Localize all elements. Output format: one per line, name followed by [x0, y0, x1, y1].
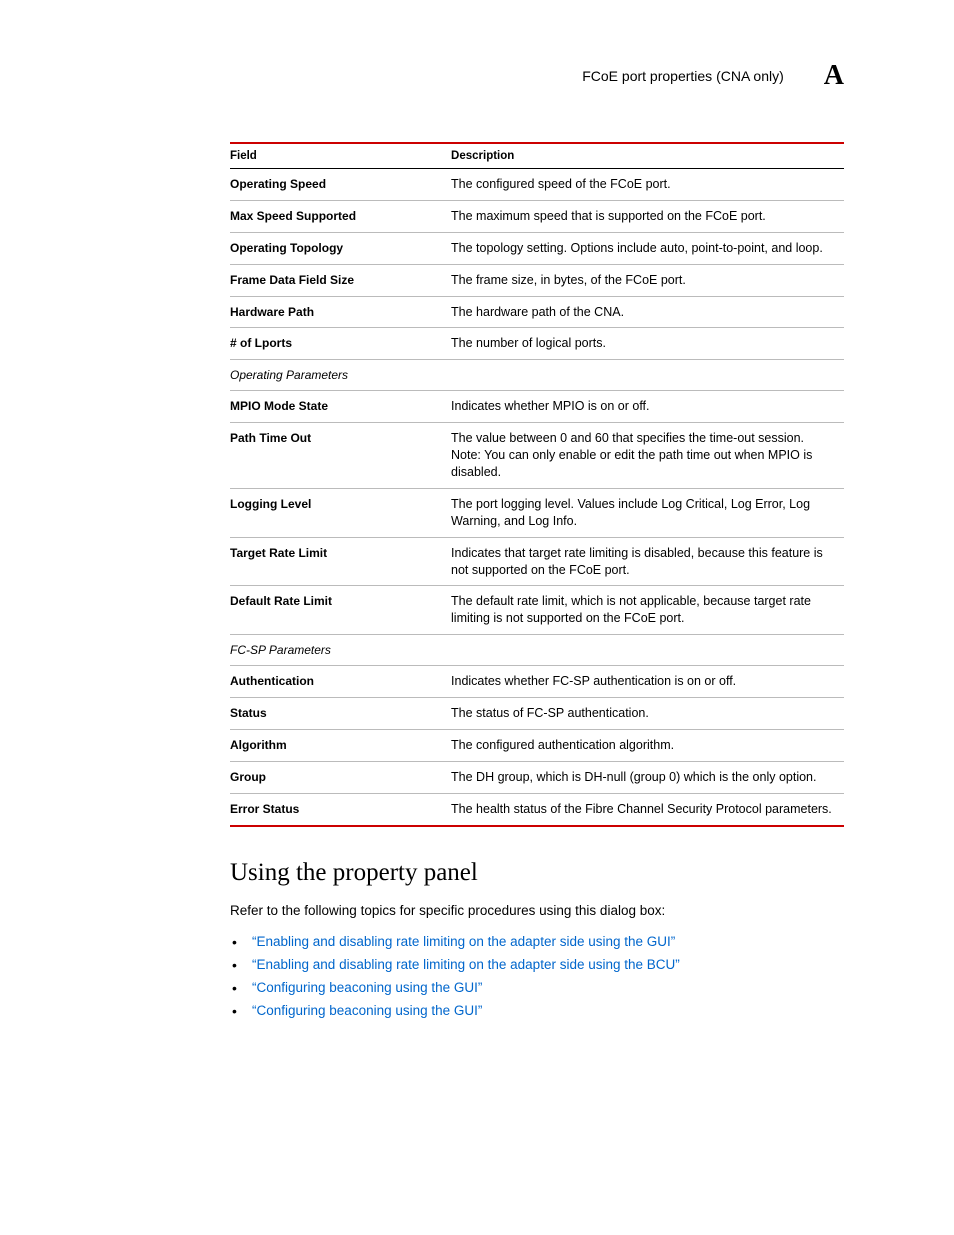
table-row: Operating TopologyThe topology setting. … — [230, 232, 844, 264]
table-header-row: Field Description — [230, 143, 844, 169]
field-cell: Error Status — [230, 793, 451, 825]
table-row: Error StatusThe health status of the Fib… — [230, 793, 844, 825]
field-cell: Algorithm — [230, 730, 451, 762]
field-cell: Operating Parameters — [230, 360, 451, 391]
header-chapter: A — [824, 60, 844, 92]
table-row: Target Rate LimitIndicates that target r… — [230, 537, 844, 586]
field-cell: Group — [230, 762, 451, 794]
desc-cell: The DH group, which is DH-null (group 0)… — [451, 762, 844, 794]
topic-link[interactable]: “Enabling and disabling rate limiting on… — [252, 957, 680, 972]
intro-text: Refer to the following topics for specif… — [230, 903, 844, 918]
desc-cell: The maximum speed that is supported on t… — [451, 200, 844, 232]
col-field: Field — [230, 143, 451, 169]
list-item: “Configuring beaconing using the GUI” — [252, 980, 844, 995]
desc-cell: The number of logical ports. — [451, 328, 844, 360]
field-cell: MPIO Mode State — [230, 391, 451, 423]
section-heading: Using the property panel — [230, 859, 844, 887]
field-cell: Logging Level — [230, 488, 451, 537]
field-cell: Target Rate Limit — [230, 537, 451, 586]
list-item: “Configuring beaconing using the GUI” — [252, 1003, 844, 1018]
table-row: Logging LevelThe port logging level. Val… — [230, 488, 844, 537]
desc-cell: The configured authentication algorithm. — [451, 730, 844, 762]
topic-link[interactable]: “Enabling and disabling rate limiting on… — [252, 934, 675, 949]
table-row: AuthenticationIndicates whether FC-SP au… — [230, 666, 844, 698]
field-cell: FC-SP Parameters — [230, 635, 451, 666]
table-row: MPIO Mode StateIndicates whether MPIO is… — [230, 391, 844, 423]
desc-cell: Indicates whether MPIO is on or off. — [451, 391, 844, 423]
field-cell: Max Speed Supported — [230, 200, 451, 232]
desc-cell: The hardware path of the CNA. — [451, 296, 844, 328]
table-row: AlgorithmThe configured authentication a… — [230, 730, 844, 762]
desc-cell: Indicates that target rate limiting is d… — [451, 537, 844, 586]
desc-cell — [451, 635, 844, 666]
table-row: # of LportsThe number of logical ports. — [230, 328, 844, 360]
desc-cell: The status of FC-SP authentication. — [451, 698, 844, 730]
page-header: FCoE port properties (CNA only) A — [110, 60, 844, 92]
link-list: “Enabling and disabling rate limiting on… — [230, 934, 844, 1018]
field-cell: Authentication — [230, 666, 451, 698]
field-cell: Frame Data Field Size — [230, 264, 451, 296]
desc-cell: The port logging level. Values include L… — [451, 488, 844, 537]
table-row: StatusThe status of FC-SP authentication… — [230, 698, 844, 730]
desc-cell: The topology setting. Options include au… — [451, 232, 844, 264]
table-row: Frame Data Field SizeThe frame size, in … — [230, 264, 844, 296]
desc-cell — [451, 360, 844, 391]
table-row: Hardware PathThe hardware path of the CN… — [230, 296, 844, 328]
field-cell: Operating Topology — [230, 232, 451, 264]
table-row: FC-SP Parameters — [230, 635, 844, 666]
header-title: FCoE port properties (CNA only) — [582, 68, 784, 84]
col-description: Description — [451, 143, 844, 169]
table-row: GroupThe DH group, which is DH-null (gro… — [230, 762, 844, 794]
list-item: “Enabling and disabling rate limiting on… — [252, 957, 844, 972]
desc-cell: The default rate limit, which is not app… — [451, 586, 844, 635]
desc-cell: The configured speed of the FCoE port. — [451, 169, 844, 201]
field-cell: Default Rate Limit — [230, 586, 451, 635]
list-item: “Enabling and disabling rate limiting on… — [252, 934, 844, 949]
desc-cell: The frame size, in bytes, of the FCoE po… — [451, 264, 844, 296]
table-row: Path Time OutThe value between 0 and 60 … — [230, 423, 844, 489]
table-row: Default Rate LimitThe default rate limit… — [230, 586, 844, 635]
desc-cell: The value between 0 and 60 that specifie… — [451, 423, 844, 489]
field-cell: # of Lports — [230, 328, 451, 360]
field-cell: Status — [230, 698, 451, 730]
field-cell: Operating Speed — [230, 169, 451, 201]
table-row: Operating SpeedThe configured speed of t… — [230, 169, 844, 201]
table-row: Max Speed SupportedThe maximum speed tha… — [230, 200, 844, 232]
field-cell: Hardware Path — [230, 296, 451, 328]
field-cell: Path Time Out — [230, 423, 451, 489]
properties-table: Field Description Operating SpeedThe con… — [230, 142, 844, 827]
desc-cell: Indicates whether FC-SP authentication i… — [451, 666, 844, 698]
topic-link[interactable]: “Configuring beaconing using the GUI” — [252, 1003, 482, 1018]
desc-cell: The health status of the Fibre Channel S… — [451, 793, 844, 825]
table-row: Operating Parameters — [230, 360, 844, 391]
topic-link[interactable]: “Configuring beaconing using the GUI” — [252, 980, 482, 995]
